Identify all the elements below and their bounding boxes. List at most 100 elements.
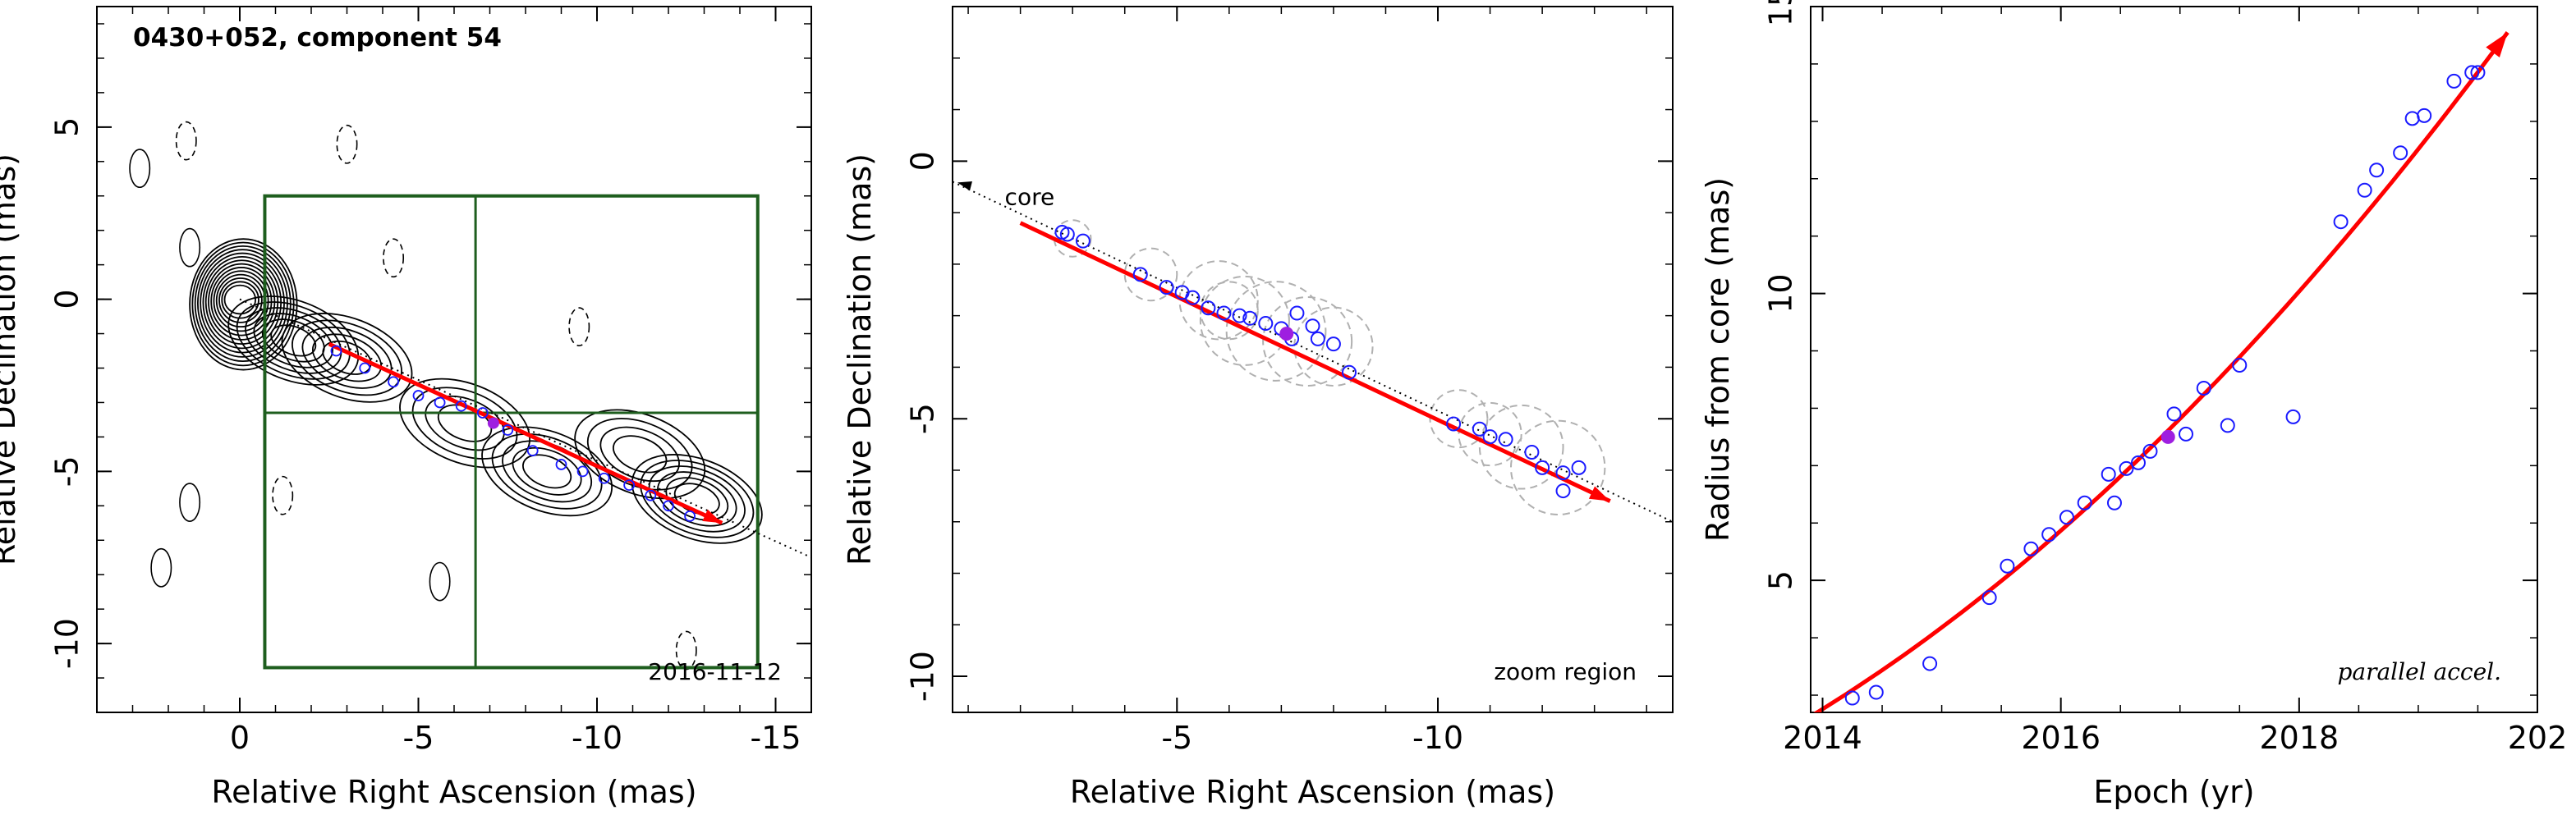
data-point — [1310, 331, 1325, 346]
noise-contour — [272, 475, 294, 515]
error-circle — [1429, 389, 1489, 449]
core-contour — [189, 238, 298, 371]
data-point — [1555, 483, 1571, 499]
data-point — [2142, 443, 2158, 459]
jet-contour — [586, 418, 693, 491]
error-circle — [1458, 401, 1522, 467]
data-point — [2220, 418, 2235, 433]
x-axis-title: Relative Right Ascension (mas) — [1070, 774, 1555, 810]
contour-layer — [129, 121, 763, 671]
data-point — [2470, 65, 2486, 80]
data-point — [2393, 145, 2408, 161]
core-contour — [218, 277, 263, 323]
data-point — [645, 489, 657, 501]
data-point — [388, 376, 399, 388]
y-axis-title: Relative Declination (mas) — [0, 153, 22, 565]
jet-contour — [292, 319, 402, 396]
jet-contour — [648, 465, 746, 533]
data-point — [2077, 495, 2092, 510]
data-point — [1868, 684, 1884, 700]
noise-contour — [179, 483, 201, 522]
data-point — [1258, 316, 1274, 332]
jet-contour — [481, 426, 613, 517]
data-point — [2404, 111, 2420, 126]
data-point — [576, 465, 589, 478]
y-tick-label: -5 — [905, 403, 941, 434]
noise-contour — [150, 547, 172, 588]
y-tick-label: -10 — [905, 651, 941, 702]
data-point — [2196, 380, 2211, 396]
y-tick-label: 5 — [1763, 570, 1799, 590]
core-arrowhead — [957, 181, 972, 191]
x-tick-label: -5 — [1161, 720, 1192, 756]
noise-contour — [675, 630, 697, 671]
error-circle — [1293, 306, 1374, 387]
data-point — [1571, 460, 1586, 475]
jet-contour — [599, 426, 680, 483]
error-circle — [1509, 419, 1606, 516]
data-point — [1132, 267, 1148, 282]
jet-contour — [574, 409, 706, 500]
data-point — [1305, 318, 1320, 334]
jet-contour — [236, 301, 351, 380]
noise-contour — [175, 121, 197, 161]
data-point — [476, 407, 489, 419]
jet-contour — [322, 340, 372, 375]
plot-frame — [952, 6, 1674, 713]
core-label: core — [1005, 184, 1055, 211]
data-point — [1844, 690, 1860, 706]
y-tick-label: -10 — [49, 618, 85, 669]
jet-contour — [253, 313, 334, 369]
jet-contour — [665, 477, 729, 521]
trajectory-line — [1019, 221, 1611, 503]
data-point — [1216, 305, 1232, 321]
jet-contour — [411, 387, 518, 460]
y-axis-title: Relative Declination (mas) — [842, 153, 878, 565]
data-point — [2166, 406, 2182, 422]
core-contour — [213, 270, 269, 332]
x-tick-label: 0 — [230, 720, 250, 756]
x-tick-label: 2016 — [2021, 720, 2101, 756]
jet-contour — [311, 333, 383, 382]
panel-radius-epoch: 2014 2016 2018 202 5 10 15 Epoch (yr) Radius fro… — [1700, 0, 2567, 810]
data-point — [1981, 590, 1997, 606]
data-point — [2357, 182, 2372, 198]
data-point — [1524, 444, 1540, 460]
data-point — [1289, 305, 1305, 321]
zoom-region-label: zoom region — [1494, 658, 1637, 685]
data-point — [434, 396, 446, 409]
data-point — [2179, 426, 2194, 442]
data-point — [2119, 460, 2134, 476]
data-point — [2101, 466, 2116, 482]
data-point — [1159, 280, 1174, 295]
data-point — [1325, 336, 1341, 352]
data-point — [1555, 465, 1571, 481]
date-label: 2016-11-12 — [648, 658, 782, 685]
error-circle — [1199, 281, 1259, 341]
y-tick-label: 0 — [905, 151, 941, 171]
jet-contour — [270, 324, 317, 357]
x-tick-label: 2018 — [2259, 720, 2339, 756]
jet-contour — [613, 435, 668, 474]
error-circle-layer — [1053, 219, 1606, 516]
data-point — [2232, 357, 2248, 373]
panel-contour-map: 0 -5 -10 -15 5 0 -5 -10 Relative Right Ascension… — [0, 6, 812, 810]
noise-contour — [383, 238, 405, 278]
data-point — [1059, 227, 1075, 242]
data-point — [455, 400, 467, 412]
model-label: parallel accel. — [2337, 658, 2501, 685]
trajectory-arrowhead — [1588, 486, 1610, 501]
data-point — [2464, 65, 2480, 80]
zoom-box — [263, 194, 760, 670]
trajectory-line — [328, 341, 723, 525]
jet-contour — [491, 433, 603, 510]
data-point — [1341, 364, 1357, 380]
x-axis-title: Epoch (yr) — [2093, 774, 2254, 810]
error-circle — [1123, 247, 1178, 302]
data-point — [2041, 527, 2057, 542]
data-point — [2285, 409, 2301, 424]
jet-contour — [245, 307, 342, 374]
plot-frame — [96, 6, 812, 713]
data-point — [2446, 73, 2462, 89]
